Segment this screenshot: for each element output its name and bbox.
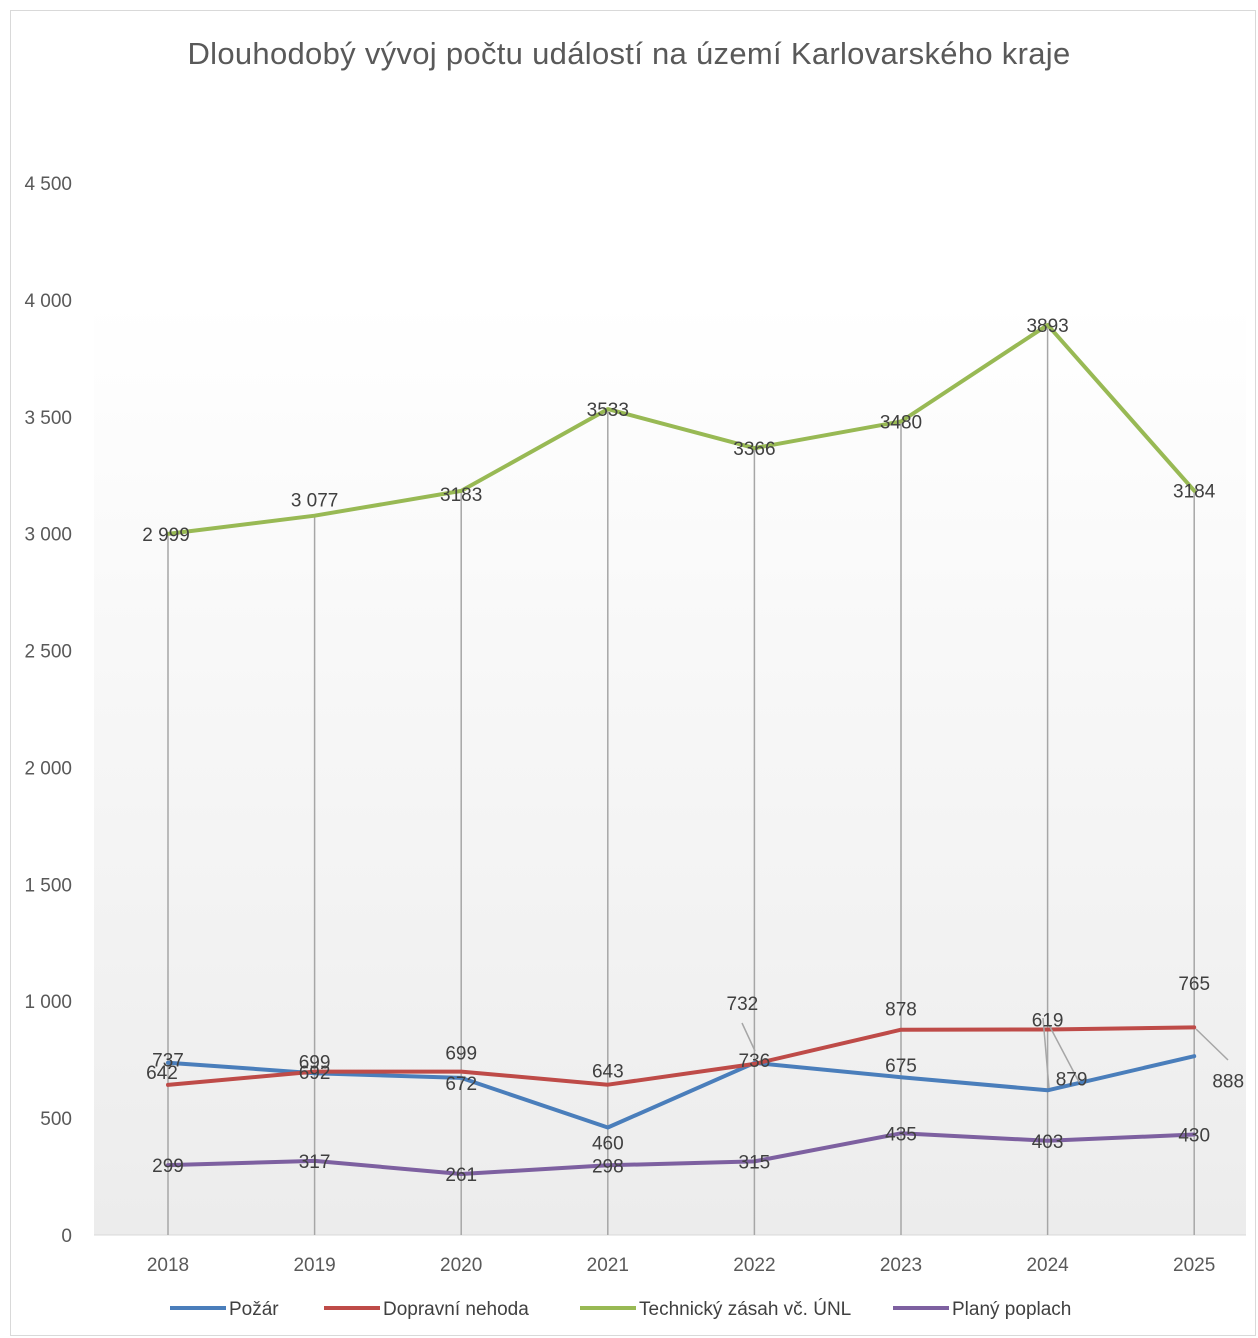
leader-line bbox=[741, 1022, 756, 1052]
series-line bbox=[166, 1131, 1197, 1176]
data-label: 3893 bbox=[1026, 316, 1068, 337]
data-label: 888 bbox=[1212, 1071, 1244, 1092]
data-label: 3183 bbox=[440, 485, 482, 506]
series-line bbox=[166, 1054, 1197, 1130]
data-label: 430 bbox=[1178, 1125, 1210, 1146]
plot-area bbox=[94, 300, 1246, 1235]
data-label: 315 bbox=[739, 1152, 771, 1173]
data-label: 3533 bbox=[587, 400, 629, 421]
data-label: 3184 bbox=[1173, 482, 1216, 503]
y-tick-label: 2 500 bbox=[24, 642, 72, 663]
x-tick-label: 2022 bbox=[733, 1255, 775, 1276]
data-label: 675 bbox=[885, 1056, 917, 1077]
data-label: 317 bbox=[299, 1152, 331, 1173]
data-label: 299 bbox=[152, 1156, 184, 1177]
leader-line bbox=[1042, 1017, 1050, 1089]
data-label: 765 bbox=[1178, 974, 1210, 995]
legend-label: Planý poplach bbox=[952, 1299, 1071, 1320]
data-label: 736 bbox=[739, 1051, 771, 1072]
data-label: 403 bbox=[1032, 1132, 1064, 1153]
data-label: 737 bbox=[152, 1051, 184, 1072]
y-tick-label: 3 000 bbox=[24, 525, 72, 546]
data-label: 2 999 bbox=[142, 525, 190, 546]
leader-line bbox=[1048, 1024, 1080, 1083]
x-tick-label: 2020 bbox=[440, 1255, 482, 1276]
y-tick-label: 1 000 bbox=[24, 992, 72, 1013]
x-tick-label: 2018 bbox=[147, 1255, 189, 1276]
data-label: 699 bbox=[445, 1044, 477, 1065]
data-label: 3480 bbox=[880, 412, 922, 433]
x-tick-label: 2024 bbox=[1026, 1255, 1069, 1276]
data-label: 732 bbox=[727, 994, 759, 1015]
y-tick-label: 3 500 bbox=[24, 408, 72, 429]
data-label: 298 bbox=[592, 1156, 624, 1177]
legend-label: Technický zásah vč. ÚNL bbox=[639, 1298, 851, 1320]
y-tick-label: 1 500 bbox=[24, 875, 72, 896]
data-label: 3 077 bbox=[291, 491, 339, 512]
x-tick-label: 2025 bbox=[1173, 1255, 1215, 1276]
data-label: 879 bbox=[1056, 1070, 1088, 1091]
series-line bbox=[166, 1025, 1197, 1087]
y-tick-label: 4 500 bbox=[24, 174, 72, 195]
series-line bbox=[166, 322, 1197, 536]
x-tick-label: 2021 bbox=[587, 1255, 629, 1276]
y-tick-label: 2 000 bbox=[24, 758, 72, 779]
data-label: 642 bbox=[146, 1063, 178, 1084]
y-tick-label: 0 bbox=[61, 1226, 72, 1247]
y-tick-label: 500 bbox=[40, 1109, 72, 1130]
data-label: 435 bbox=[885, 1124, 917, 1145]
leader-line bbox=[1195, 1028, 1229, 1061]
x-tick-label: 2023 bbox=[880, 1255, 922, 1276]
data-label: 460 bbox=[592, 1133, 624, 1154]
data-label: 3366 bbox=[733, 439, 775, 460]
y-tick-label: 4 000 bbox=[24, 291, 72, 312]
data-label: 699 bbox=[299, 1053, 331, 1074]
chart-title: Dlouhodobý vývoj počtu událostí na území… bbox=[187, 36, 1071, 71]
data-label: 878 bbox=[885, 1000, 917, 1021]
x-tick-label: 2019 bbox=[293, 1255, 335, 1276]
data-label: 643 bbox=[592, 1062, 624, 1083]
data-label: 672 bbox=[445, 1074, 477, 1095]
data-label: 619 bbox=[1032, 1010, 1064, 1031]
legend-label: Požár bbox=[229, 1299, 279, 1320]
legend-label: Dopravní nehoda bbox=[383, 1299, 529, 1320]
data-label: 261 bbox=[445, 1165, 477, 1186]
data-label: 692 bbox=[299, 1063, 331, 1084]
